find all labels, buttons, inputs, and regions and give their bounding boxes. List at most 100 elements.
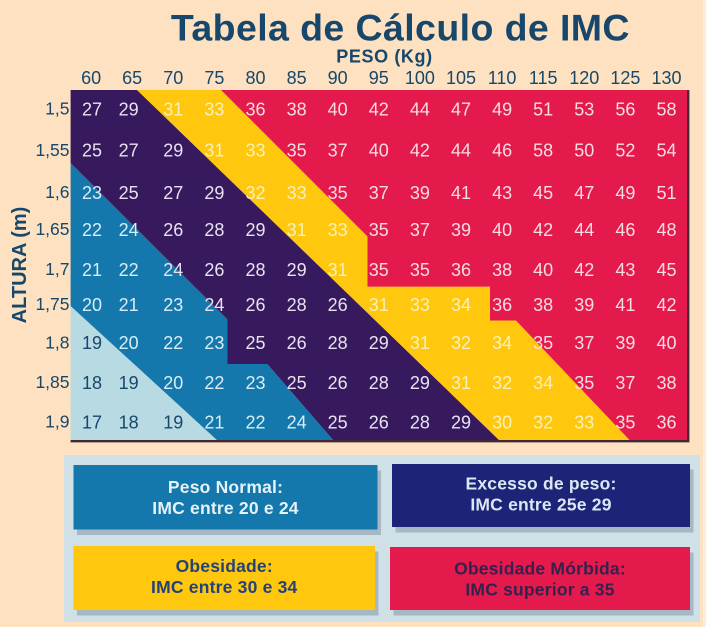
svg-text:35: 35 [615, 412, 635, 432]
svg-text:39: 39 [451, 220, 471, 240]
svg-text:45: 45 [533, 183, 553, 203]
svg-text:29: 29 [451, 412, 471, 432]
svg-text:51: 51 [533, 99, 553, 119]
svg-text:85: 85 [287, 68, 307, 88]
svg-text:21: 21 [82, 260, 102, 280]
svg-text:25: 25 [119, 183, 139, 203]
svg-text:25: 25 [245, 333, 265, 353]
svg-text:22: 22 [82, 220, 102, 240]
svg-text:37: 37 [369, 183, 389, 203]
svg-text:34: 34 [451, 295, 471, 315]
svg-text:35: 35 [369, 220, 389, 240]
svg-text:28: 28 [410, 412, 430, 432]
svg-text:26: 26 [287, 333, 307, 353]
svg-text:44: 44 [451, 141, 471, 161]
svg-text:1,7: 1,7 [45, 259, 69, 279]
svg-text:105: 105 [446, 68, 476, 88]
svg-text:29: 29 [119, 99, 139, 119]
svg-text:1,85: 1,85 [35, 372, 69, 392]
svg-text:23: 23 [245, 373, 265, 393]
svg-text:1,75: 1,75 [35, 294, 69, 314]
svg-text:80: 80 [245, 68, 265, 88]
svg-text:43: 43 [492, 183, 512, 203]
svg-text:Obesidade Mórbida:: Obesidade Mórbida: [454, 559, 626, 579]
svg-text:33: 33 [410, 295, 430, 315]
svg-text:19: 19 [82, 333, 102, 353]
svg-text:27: 27 [163, 183, 183, 203]
svg-text:40: 40 [369, 141, 389, 161]
svg-text:18: 18 [82, 373, 102, 393]
svg-text:41: 41 [451, 183, 471, 203]
svg-text:44: 44 [574, 220, 594, 240]
svg-text:33: 33 [328, 220, 348, 240]
svg-text:37: 37 [574, 333, 594, 353]
svg-text:29: 29 [369, 333, 389, 353]
svg-text:49: 49 [615, 183, 635, 203]
svg-text:26: 26 [163, 220, 183, 240]
svg-text:22: 22 [163, 333, 183, 353]
svg-text:Excesso de peso:: Excesso de peso: [465, 474, 616, 494]
svg-text:31: 31 [287, 220, 307, 240]
svg-text:Peso Normal:: Peso Normal: [168, 477, 283, 497]
svg-text:35: 35 [533, 333, 553, 353]
svg-text:Tabela de Cálculo de IMC: Tabela de Cálculo de IMC [171, 7, 630, 49]
svg-text:95: 95 [369, 68, 389, 88]
svg-text:1,65: 1,65 [35, 219, 69, 239]
svg-text:46: 46 [492, 141, 512, 161]
svg-text:52: 52 [615, 141, 635, 161]
svg-text:37: 37 [410, 220, 430, 240]
svg-text:45: 45 [656, 260, 676, 280]
svg-text:27: 27 [82, 99, 102, 119]
svg-text:24: 24 [287, 412, 307, 432]
svg-text:21: 21 [119, 295, 139, 315]
svg-text:53: 53 [574, 99, 594, 119]
svg-text:125: 125 [610, 68, 640, 88]
svg-text:IMC entre 25e 29: IMC entre 25e 29 [470, 495, 611, 515]
svg-text:24: 24 [119, 220, 139, 240]
svg-text:31: 31 [451, 373, 471, 393]
svg-text:22: 22 [119, 260, 139, 280]
svg-text:31: 31 [369, 295, 389, 315]
svg-text:19: 19 [119, 373, 139, 393]
svg-text:31: 31 [204, 141, 224, 161]
svg-text:30: 30 [492, 412, 512, 432]
svg-text:120: 120 [569, 68, 599, 88]
svg-text:35: 35 [287, 141, 307, 161]
svg-text:1,9: 1,9 [45, 412, 69, 432]
svg-text:47: 47 [451, 99, 471, 119]
svg-text:29: 29 [245, 220, 265, 240]
svg-text:42: 42 [656, 295, 676, 315]
svg-text:31: 31 [163, 99, 183, 119]
svg-text:54: 54 [656, 141, 676, 161]
svg-text:1,55: 1,55 [35, 140, 69, 160]
svg-text:42: 42 [574, 260, 594, 280]
svg-text:35: 35 [574, 373, 594, 393]
svg-text:37: 37 [615, 373, 635, 393]
svg-text:38: 38 [533, 295, 553, 315]
svg-text:19: 19 [163, 412, 183, 432]
svg-text:17: 17 [82, 412, 102, 432]
svg-text:25: 25 [328, 412, 348, 432]
svg-text:PESO (Kg): PESO (Kg) [336, 47, 432, 67]
svg-text:35: 35 [328, 183, 348, 203]
svg-text:25: 25 [82, 141, 102, 161]
svg-text:60: 60 [81, 68, 101, 88]
svg-text:24: 24 [204, 295, 224, 315]
svg-text:25: 25 [287, 373, 307, 393]
svg-text:26: 26 [369, 412, 389, 432]
svg-text:23: 23 [163, 295, 183, 315]
svg-text:41: 41 [615, 295, 635, 315]
svg-text:38: 38 [656, 373, 676, 393]
svg-text:31: 31 [328, 260, 348, 280]
svg-text:20: 20 [163, 373, 183, 393]
svg-text:130: 130 [651, 68, 681, 88]
svg-text:32: 32 [533, 412, 553, 432]
svg-text:23: 23 [204, 333, 224, 353]
svg-text:26: 26 [204, 260, 224, 280]
svg-text:33: 33 [287, 183, 307, 203]
svg-text:58: 58 [533, 141, 553, 161]
svg-text:115: 115 [529, 68, 558, 88]
svg-text:20: 20 [82, 295, 102, 315]
svg-text:40: 40 [656, 333, 676, 353]
svg-text:29: 29 [163, 141, 183, 161]
